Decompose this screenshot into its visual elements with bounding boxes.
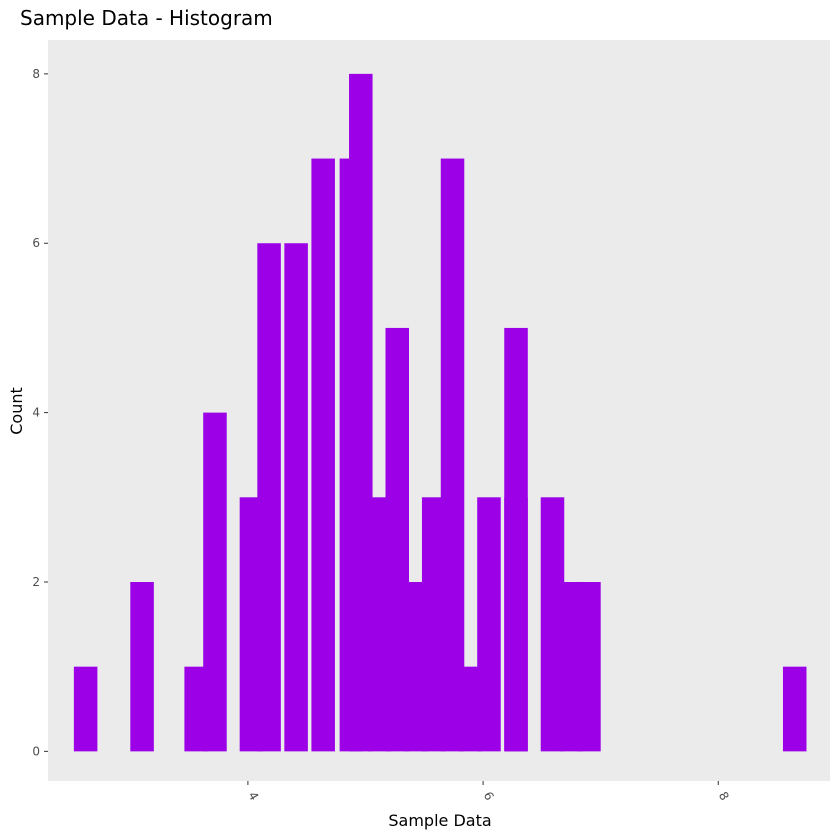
bars-group [73, 73, 807, 752]
histogram-bar [404, 581, 428, 752]
y-tick-label: 4 [32, 406, 40, 420]
histogram-bar [477, 497, 501, 752]
y-tick-label: 2 [32, 575, 40, 589]
histogram-bar [349, 73, 373, 752]
x-tick-label: 8 [716, 789, 732, 803]
histogram-bar [284, 243, 308, 752]
histogram-bar [239, 497, 264, 752]
y-tick-label: 8 [32, 67, 40, 81]
histogram-bar [782, 666, 807, 752]
histogram-bar [577, 581, 601, 752]
histogram-bar [504, 327, 528, 752]
histogram-bar [184, 666, 208, 752]
y-tick-label: 6 [32, 236, 40, 250]
histogram-bar [421, 497, 446, 752]
histogram-bar [203, 412, 227, 752]
x-tick-label: 6 [481, 789, 497, 803]
histogram-bar [257, 243, 281, 752]
histogram-bar [311, 158, 335, 752]
x-axis-title: Sample Data [388, 811, 491, 830]
histogram-bar [458, 666, 482, 752]
x-axis: 4 6 8 [245, 781, 732, 803]
y-tick-label: 0 [32, 744, 40, 758]
y-axis: 0 2 4 6 8 [32, 67, 48, 758]
chart-title: Sample Data - Histogram [20, 6, 273, 30]
histogram-bar [73, 666, 98, 752]
histogram-bar [385, 327, 410, 752]
histogram-bar [440, 158, 465, 752]
x-tick-label: 4 [245, 789, 261, 803]
y-axis-title: Count [7, 387, 26, 435]
histogram-bar [540, 497, 565, 752]
histogram-bar [130, 581, 154, 752]
